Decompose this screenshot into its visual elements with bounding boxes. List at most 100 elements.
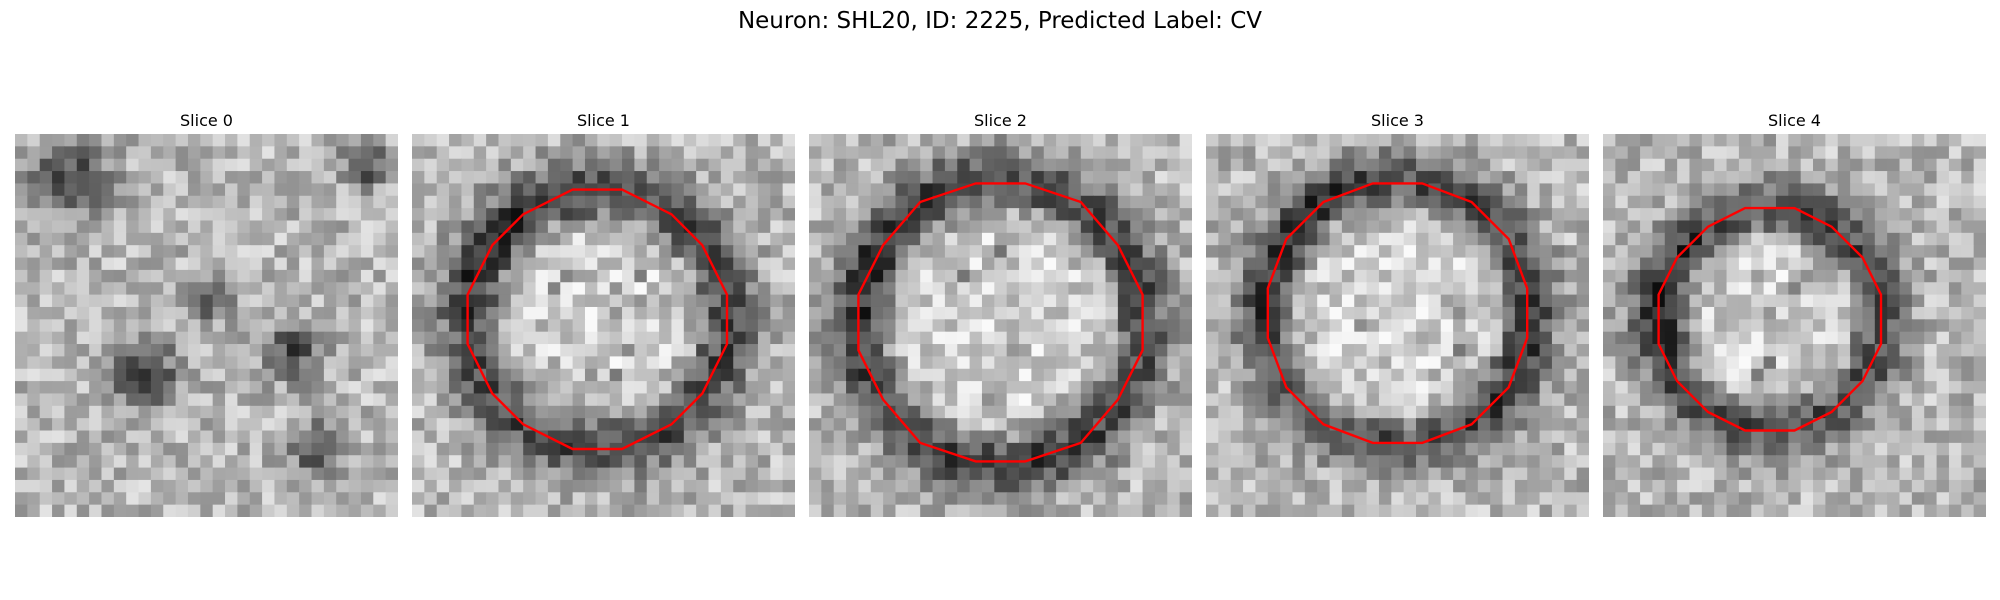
image-pixel xyxy=(1714,344,1728,357)
image-pixel xyxy=(163,430,177,444)
image-pixel xyxy=(299,418,313,432)
image-pixel xyxy=(1514,294,1528,308)
image-pixel xyxy=(1304,220,1318,234)
image-pixel xyxy=(1887,479,1901,493)
image-pixel xyxy=(757,467,771,481)
image-pixel xyxy=(385,171,398,185)
image-pixel xyxy=(498,442,512,456)
image-pixel xyxy=(883,220,897,234)
image-pixel xyxy=(870,134,884,147)
image-pixel xyxy=(1899,504,1913,517)
image-pixel xyxy=(969,294,983,308)
image-pixel xyxy=(1862,319,1876,333)
image-pixel xyxy=(1850,183,1864,197)
image-pixel xyxy=(720,381,734,395)
image-pixel xyxy=(1627,405,1641,419)
image-pixel xyxy=(1627,344,1641,357)
image-pixel xyxy=(745,492,759,506)
image-pixel xyxy=(1887,331,1901,345)
image-pixel xyxy=(1813,245,1826,259)
image-pixel xyxy=(1788,442,1802,456)
image-pixel xyxy=(1899,356,1913,370)
image-pixel xyxy=(1378,504,1392,517)
image-pixel xyxy=(846,220,860,234)
image-pixel xyxy=(1043,269,1057,283)
image-pixel xyxy=(473,294,487,308)
image-pixel xyxy=(510,368,524,382)
image-pixel xyxy=(1652,504,1666,517)
image-pixel xyxy=(659,331,673,345)
image-pixel xyxy=(1862,195,1876,209)
image-pixel xyxy=(1640,269,1654,283)
image-pixel xyxy=(1887,344,1901,357)
image-pixel xyxy=(733,418,747,432)
image-pixel xyxy=(584,381,598,395)
image-pixel xyxy=(323,282,337,296)
image-pixel xyxy=(225,393,238,407)
image-pixel xyxy=(126,269,140,283)
image-pixel xyxy=(1403,344,1417,357)
image-pixel xyxy=(39,467,53,481)
image-pixel xyxy=(299,306,313,320)
image-pixel xyxy=(1551,171,1565,185)
image-pixel xyxy=(1080,381,1094,395)
image-pixel xyxy=(373,208,387,222)
image-pixel xyxy=(683,245,697,259)
image-pixel xyxy=(299,208,313,222)
image-pixel xyxy=(1093,368,1107,382)
image-pixel xyxy=(683,195,697,209)
image-pixel xyxy=(957,430,971,444)
image-pixel xyxy=(1615,183,1629,197)
image-pixel xyxy=(101,208,115,222)
image-pixel xyxy=(1019,183,1032,197)
image-pixel xyxy=(1800,467,1814,481)
image-pixel xyxy=(1117,479,1131,493)
image-pixel xyxy=(1019,418,1032,432)
image-pixel xyxy=(1539,356,1553,370)
image-pixel xyxy=(609,245,623,259)
image-pixel xyxy=(770,381,784,395)
image-pixel xyxy=(846,158,860,172)
image-pixel xyxy=(646,467,660,481)
image-pixel xyxy=(1267,134,1281,147)
image-pixel xyxy=(1551,319,1565,333)
image-pixel xyxy=(1019,479,1032,493)
image-pixel xyxy=(89,381,103,395)
image-pixel xyxy=(1627,294,1641,308)
image-pixel xyxy=(1788,368,1802,382)
image-pixel xyxy=(113,319,127,333)
image-pixel xyxy=(1440,504,1454,517)
image-pixel xyxy=(175,405,189,419)
image-pixel xyxy=(1837,344,1851,357)
image-pixel xyxy=(1539,455,1553,469)
image-pixel xyxy=(1218,306,1232,320)
image-pixel xyxy=(473,220,487,234)
image-pixel xyxy=(187,220,201,234)
image-pixel xyxy=(572,430,586,444)
image-pixel xyxy=(1627,331,1641,345)
image-pixel xyxy=(138,282,152,296)
image-pixel xyxy=(920,356,934,370)
image-pixel xyxy=(870,171,884,185)
image-pixel xyxy=(833,232,847,246)
image-pixel xyxy=(634,257,648,271)
image-pixel xyxy=(39,479,53,493)
image-pixel xyxy=(1280,356,1294,370)
image-pixel xyxy=(535,479,549,493)
image-pixel xyxy=(1490,208,1504,222)
image-pixel xyxy=(1850,158,1864,172)
image-pixel xyxy=(1701,269,1715,283)
image-pixel xyxy=(1627,492,1641,506)
image-pixel xyxy=(348,393,362,407)
image-pixel xyxy=(1825,504,1839,517)
image-pixel xyxy=(1080,171,1094,185)
image-pixel xyxy=(360,306,374,320)
image-pixel xyxy=(1218,245,1232,259)
image-pixel xyxy=(1080,269,1094,283)
image-pixel xyxy=(1354,368,1368,382)
image-pixel xyxy=(846,208,860,222)
image-pixel xyxy=(1689,418,1703,432)
image-pixel xyxy=(1973,269,1986,283)
image-pixel xyxy=(237,146,251,160)
image-pixel xyxy=(1304,455,1318,469)
